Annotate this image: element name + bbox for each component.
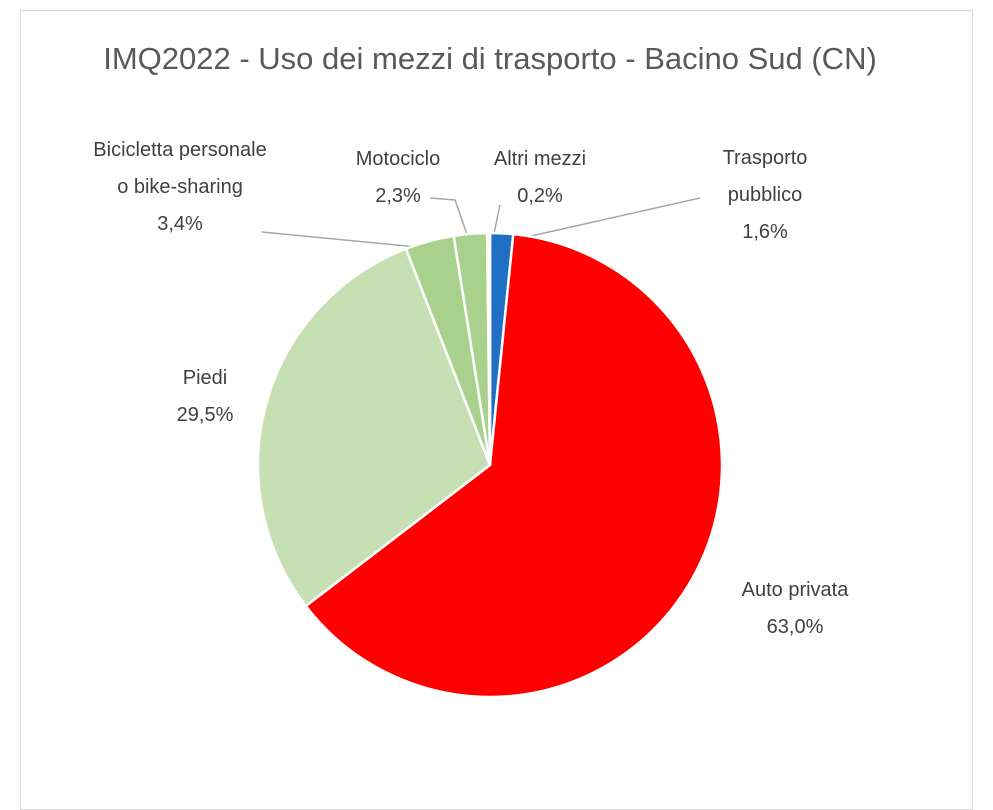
category-label: Motociclo — [355, 148, 441, 170]
value-label: 2,3% — [375, 185, 421, 207]
chart-title: IMQ2022 - Uso dei mezzi di trasporto - B… — [103, 41, 877, 76]
data-label: Piedi 29,5% — [145, 360, 265, 434]
data-label: Auto privata 63,0% — [695, 572, 895, 646]
data-label: Altri mezzi 0,2% — [470, 141, 610, 215]
category-label: Piedi — [182, 367, 228, 389]
value-label: 63,0% — [766, 616, 824, 638]
data-label: Motociclo 2,3% — [323, 141, 473, 215]
data-label: Trasporto pubblico 1,6% — [685, 140, 845, 251]
pie-slice — [485, 231, 492, 466]
leader-line — [429, 197, 471, 244]
leader-line — [261, 231, 429, 249]
value-label: 29,5% — [176, 404, 234, 426]
value-label: 3,4% — [157, 213, 203, 235]
category-label: Bicicletta personale o bike-sharing — [93, 139, 267, 198]
category-label: Trasporto pubblico — [722, 147, 808, 206]
category-label: Auto privata — [741, 579, 849, 601]
value-label: 1,6% — [742, 221, 788, 243]
pie-slice — [256, 247, 492, 608]
value-label: 0,2% — [517, 185, 563, 207]
data-label: Bicicletta personale o bike-sharing 3,4% — [85, 132, 275, 243]
category-label: Altri mezzi — [493, 148, 587, 170]
pie-slice — [304, 232, 724, 699]
leader-line — [499, 197, 701, 244]
